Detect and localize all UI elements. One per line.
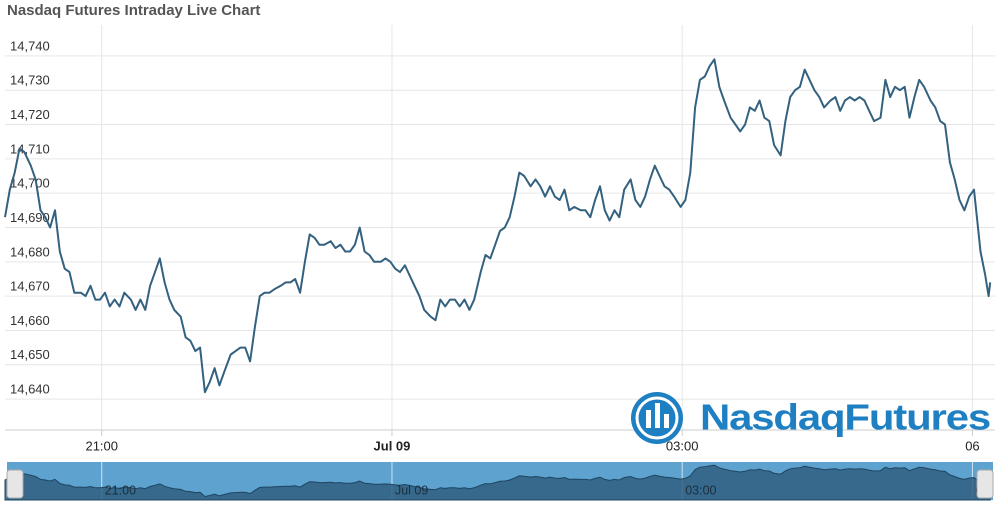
y-tick-label: 14,740 [10,38,50,53]
y-tick-label: 14,730 [10,73,50,88]
navigator-tick-label: 21:00 [105,483,136,497]
y-tick-label: 14,680 [10,244,50,259]
logo-bar [646,410,651,428]
y-tick-label: 14,720 [10,107,50,122]
navigator-handle[interactable] [976,469,994,499]
chart-title: Nasdaq Futures Intraday Live Chart [7,2,260,19]
navigator-tick-label: Jul 09 [395,483,428,497]
y-tick-label: 14,650 [10,347,50,362]
watermark: NasdaqFutures [631,392,991,444]
y-tick-label: 14,670 [10,279,50,294]
x-tick-label: 21:00 [85,438,118,453]
watermark-text: NasdaqFutures [700,397,990,438]
y-tick-label: 14,640 [10,382,50,397]
y-tick-label: 14,690 [10,210,50,225]
x-tick-label: 06 [965,438,979,453]
y-tick-label: 14,660 [10,313,50,328]
grid: 14,640 14,650 14,660 14,670 14,680 14,690 14,7… [5,25,995,453]
y-tick-label: 14,700 [10,176,50,191]
navigator-area [4,464,991,501]
logo-bar [664,414,669,428]
x-tick-label: Jul 09 [374,438,411,453]
logo-bar [655,403,660,428]
navigator-handle[interactable] [6,469,24,499]
navigator-tick-label: 03:00 [685,483,716,497]
line [4,58,992,394]
x-tick-label: 03:00 [666,438,699,453]
y-tick-label: 14,710 [10,141,50,156]
logo-ring [635,396,679,440]
